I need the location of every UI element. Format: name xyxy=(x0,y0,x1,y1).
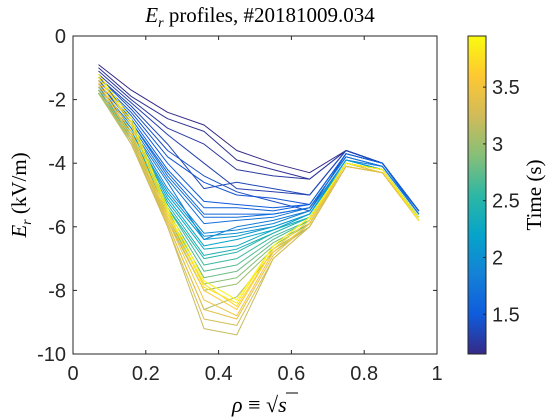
y-tick-label: -2 xyxy=(48,90,66,112)
y-tick-label: -6 xyxy=(48,217,66,239)
y-axis-ticks: -10 -8 -6 -4 -2 0 xyxy=(37,26,437,366)
series-group xyxy=(98,64,420,336)
series-line-4 xyxy=(98,76,420,212)
series-line-29 xyxy=(98,83,420,317)
axes-box xyxy=(72,35,438,355)
colorbar-tick-label: 3 xyxy=(492,134,503,156)
series-line-28 xyxy=(98,83,420,320)
x-tick-label: 1 xyxy=(431,363,442,385)
series-line-8 xyxy=(98,83,420,215)
xlabel-equiv: ≡ xyxy=(243,392,266,417)
colorbar-label: Time (s) xyxy=(522,160,546,231)
colorbar-tick-label: 1.5 xyxy=(492,304,520,326)
colorbar xyxy=(467,35,487,355)
colorbar-tick-label: 3.5 xyxy=(492,77,520,99)
x-tick-label: 0.8 xyxy=(350,363,378,385)
x-tick-label: 0.6 xyxy=(277,363,305,385)
y-axis-label: Er (kV/m) xyxy=(7,152,35,238)
ylabel-er-main: E xyxy=(7,225,31,239)
colorbar-tick-label: 2 xyxy=(492,247,503,269)
y-tick-label: -10 xyxy=(37,344,66,366)
ylabel-er-sub: r xyxy=(20,219,35,225)
xlabel-rho: ρ xyxy=(231,392,243,417)
x-axis-ticks: 0 0.2 0.4 0.6 0.8 1 xyxy=(67,36,443,385)
chart-title: Er profiles, #20181009.034 xyxy=(144,3,375,31)
title-rest: profiles, #20181009.034 xyxy=(164,3,376,27)
x-tick-label: 0.2 xyxy=(132,363,160,385)
xlabel-s: s xyxy=(278,392,287,417)
x-axis-label: ρ ≡ √s xyxy=(231,392,298,417)
x-tick-label: 0 xyxy=(67,363,78,385)
x-tick-label: 0.4 xyxy=(205,363,233,385)
y-tick-label: 0 xyxy=(55,26,66,48)
colorbar-tick-label: 2.5 xyxy=(492,191,520,213)
colorbar-ticks: 1.5 2 2.5 3 3.5 xyxy=(483,77,520,326)
ylabel-rest: (kV/m) xyxy=(7,152,31,219)
series-line-12 xyxy=(98,86,420,240)
plot-area xyxy=(73,36,437,354)
series-line-11 xyxy=(98,86,420,225)
y-tick-label: -4 xyxy=(48,153,66,175)
series-line-33 xyxy=(98,73,420,301)
xlabel-sqrt: √ xyxy=(266,392,279,417)
title-er-sub: r xyxy=(158,16,164,31)
title-er-main: E xyxy=(144,3,158,27)
y-tick-label: -8 xyxy=(48,280,66,302)
svg-text:ρ ≡ √s: ρ ≡ √s xyxy=(231,392,287,417)
